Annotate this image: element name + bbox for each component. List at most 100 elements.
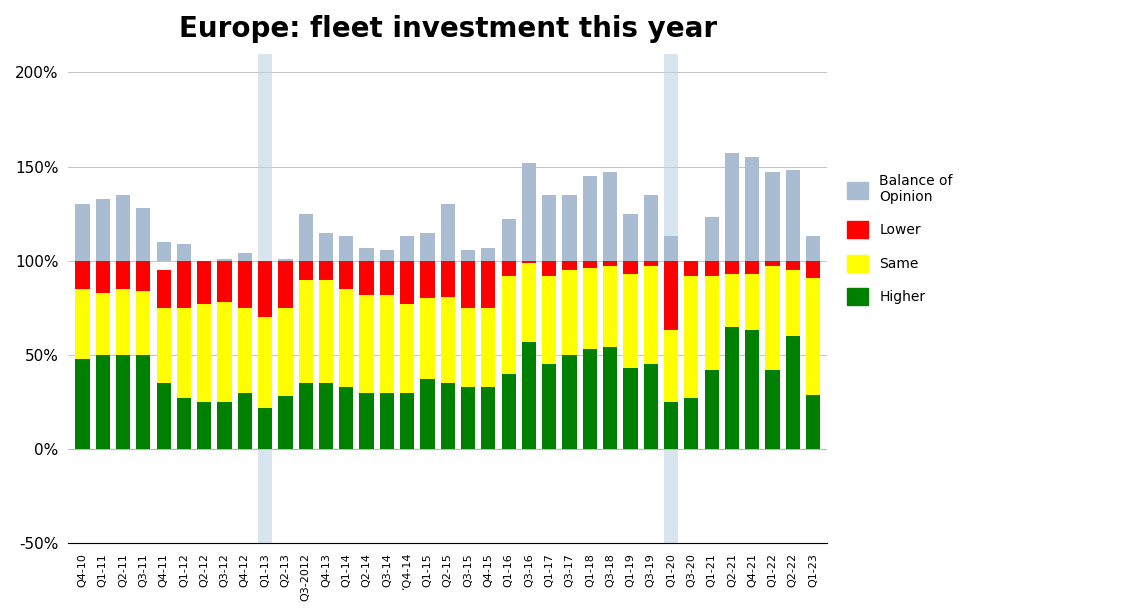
Bar — [400, 304, 414, 392]
Bar — [603, 347, 617, 449]
Bar — [258, 408, 272, 449]
Bar — [705, 217, 719, 261]
Bar — [278, 396, 293, 449]
Bar — [218, 259, 231, 261]
Bar — [583, 176, 597, 261]
Bar — [238, 261, 252, 308]
Bar — [644, 365, 658, 449]
Bar — [136, 355, 150, 449]
Legend: Balance of
Opinion, Lower, Same, Higher: Balance of Opinion, Lower, Same, Higher — [842, 169, 959, 311]
Bar — [75, 261, 90, 289]
Bar — [299, 280, 312, 383]
Bar — [481, 308, 496, 387]
Bar — [502, 219, 515, 261]
Bar — [441, 296, 455, 383]
Bar — [765, 267, 780, 370]
Bar — [319, 383, 333, 449]
Bar — [502, 374, 515, 449]
Bar — [177, 244, 192, 261]
Bar — [583, 269, 597, 349]
Bar — [238, 392, 252, 449]
Bar — [684, 261, 699, 276]
Bar — [785, 261, 800, 270]
Bar — [319, 280, 333, 383]
Bar — [96, 261, 109, 293]
Bar — [75, 289, 90, 359]
Bar — [806, 237, 821, 261]
Bar — [400, 392, 414, 449]
Bar — [663, 237, 678, 261]
Bar — [603, 261, 617, 267]
Bar — [522, 163, 536, 261]
Bar — [562, 195, 577, 261]
Bar — [765, 370, 780, 449]
Bar — [705, 370, 719, 449]
Bar — [663, 261, 678, 331]
Bar — [725, 274, 739, 326]
Bar — [258, 54, 272, 543]
Bar — [746, 331, 759, 449]
Bar — [400, 237, 414, 261]
Bar — [380, 392, 394, 449]
Bar — [136, 261, 150, 291]
Bar — [746, 261, 759, 274]
Bar — [806, 261, 821, 278]
Bar — [644, 261, 658, 267]
Bar — [441, 205, 455, 261]
Bar — [421, 233, 434, 261]
Bar — [543, 261, 556, 276]
Bar — [562, 261, 577, 270]
Bar — [299, 214, 312, 261]
Bar — [197, 304, 211, 402]
Bar — [218, 402, 231, 449]
Bar — [116, 355, 130, 449]
Bar — [583, 261, 597, 269]
Bar — [663, 402, 678, 449]
Bar — [75, 359, 90, 449]
Bar — [319, 261, 333, 280]
Bar — [299, 383, 312, 449]
Bar — [278, 259, 293, 261]
Bar — [461, 308, 475, 387]
Bar — [603, 172, 617, 261]
Bar — [785, 270, 800, 336]
Bar — [481, 248, 496, 261]
Bar — [258, 261, 272, 317]
Bar — [96, 355, 109, 449]
Bar — [421, 379, 434, 449]
Bar — [359, 261, 374, 294]
Bar — [603, 267, 617, 347]
Bar — [96, 293, 109, 355]
Bar — [116, 195, 130, 261]
Bar — [644, 195, 658, 261]
Bar — [156, 270, 171, 308]
Bar — [644, 267, 658, 365]
Bar — [461, 387, 475, 449]
Bar — [156, 383, 171, 449]
Bar — [765, 261, 780, 267]
Bar — [684, 399, 699, 449]
Bar — [481, 387, 496, 449]
Bar — [746, 274, 759, 331]
Bar — [238, 308, 252, 392]
Bar — [380, 294, 394, 392]
Bar — [177, 399, 192, 449]
Bar — [238, 253, 252, 261]
Bar — [319, 233, 333, 261]
Bar — [725, 153, 739, 261]
Bar — [502, 261, 515, 276]
Bar — [663, 54, 678, 543]
Bar — [218, 261, 231, 302]
Bar — [461, 261, 475, 308]
Bar — [705, 261, 719, 276]
Bar — [75, 205, 90, 261]
Bar — [543, 276, 556, 365]
Bar — [806, 278, 821, 394]
Bar — [785, 171, 800, 261]
Bar — [156, 242, 171, 261]
Bar — [400, 261, 414, 304]
Bar — [359, 294, 374, 392]
Bar — [663, 331, 678, 402]
Bar — [522, 262, 536, 342]
Bar — [705, 276, 719, 370]
